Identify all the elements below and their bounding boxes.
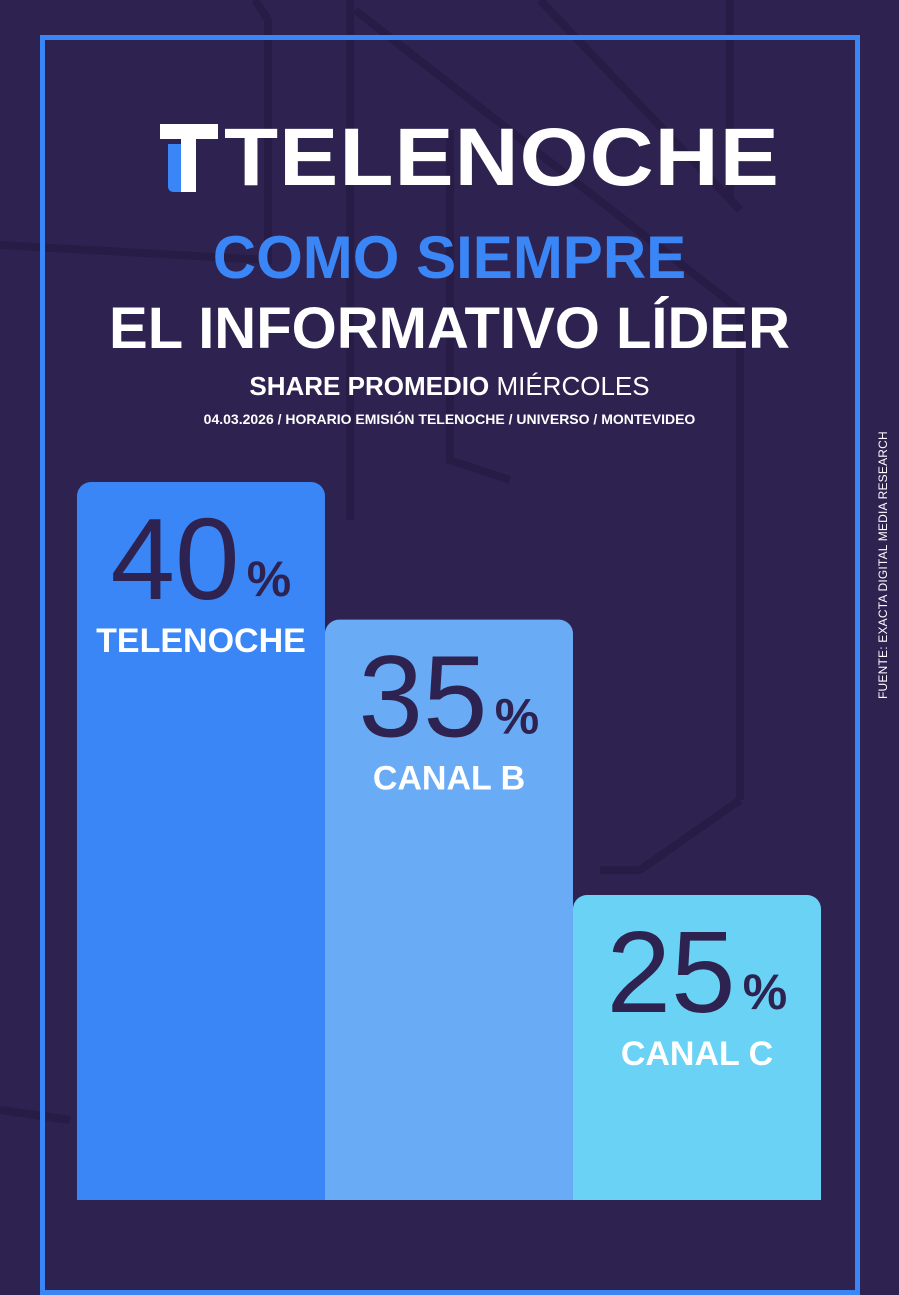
bar-category-label: CANAL C: [621, 1035, 773, 1073]
bar-canal-b: [325, 619, 573, 1200]
date-note: 04.03.2026 / HORARIO EMISIÓN TELENOCHE /…: [203, 411, 696, 427]
bar-percent-sign: %: [495, 689, 539, 745]
share-bar-chart: 40 % TELENOCHE 35 % CANAL B 25 % CANAL C: [77, 482, 821, 1200]
logo-t-icon: [160, 124, 219, 192]
subtitle-normal: MIÉRCOLES: [496, 371, 650, 401]
bar-percent-sign: %: [743, 964, 787, 1020]
bar-value-label: 35: [358, 632, 487, 762]
subtitle-bold: SHARE PROMEDIO: [249, 371, 490, 401]
subtitle: SHARE PROMEDIO MIÉRCOLES: [0, 371, 899, 401]
bar-category-label: TELENOCHE: [96, 622, 306, 660]
bar-category-label: CANAL B: [373, 760, 525, 798]
bar-value-label: 25: [606, 907, 735, 1037]
bar-value-label: 40: [110, 494, 239, 624]
bar-canal-c: [573, 895, 821, 1200]
headline-line-1: COMO SIEMPRE: [212, 224, 687, 291]
headline-line-2: EL INFORMATIVO LÍDER: [109, 296, 790, 361]
logo-text: TELENOCHE: [224, 112, 781, 203]
logo: TELENOCHE: [0, 112, 899, 203]
bar-telenoche: [77, 482, 325, 1200]
bar-percent-sign: %: [247, 551, 291, 607]
